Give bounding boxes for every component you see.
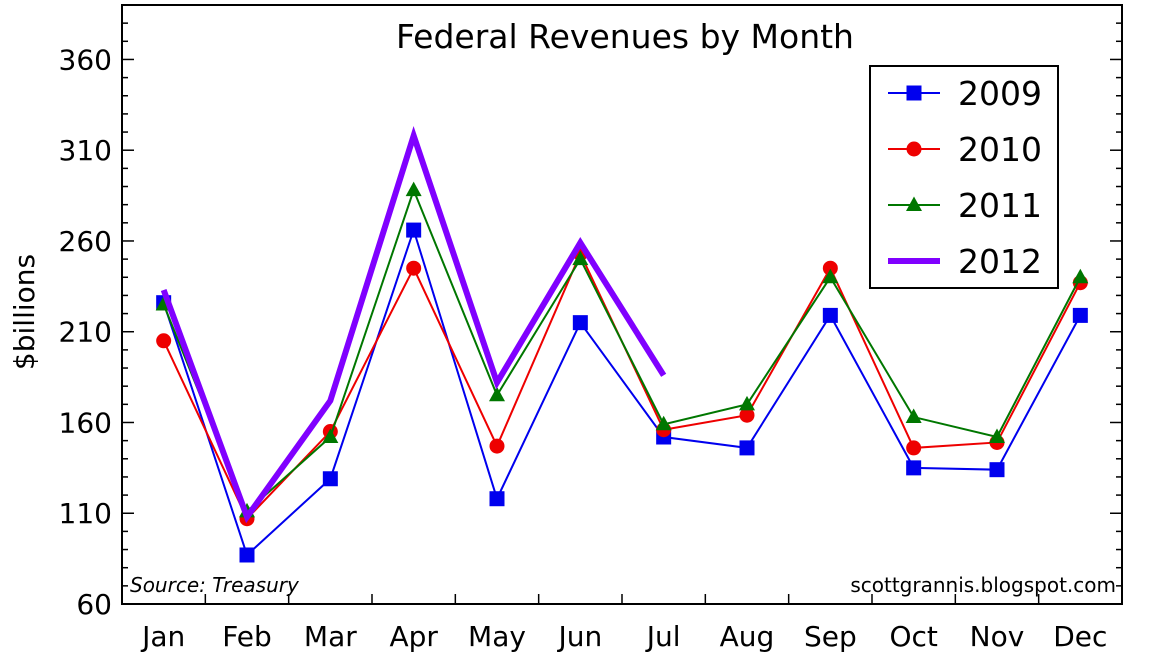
data-point-2009: [989, 462, 1005, 478]
data-point-2010: [906, 440, 922, 456]
legend-swatch-marker: [906, 141, 922, 157]
data-point-2011: [822, 268, 839, 284]
y-tick-label: 360: [59, 43, 112, 76]
x-tick-label: Apr: [389, 620, 438, 653]
data-point-2011: [739, 395, 755, 411]
data-point-2009: [239, 547, 255, 563]
x-tick-label: Sep: [804, 620, 857, 653]
data-point-2009: [822, 307, 838, 323]
y-tick-label: 160: [59, 406, 112, 439]
x-tick-label: Feb: [222, 620, 272, 653]
legend: 2009 2010 2011 2012: [869, 65, 1059, 289]
data-point-2011: [322, 428, 339, 444]
y-tick-label: 310: [59, 134, 112, 167]
x-tick-label: Aug: [720, 620, 775, 653]
x-tick-label: Jul: [645, 620, 681, 653]
data-point-2011: [1072, 268, 1089, 284]
data-point-2009: [572, 315, 588, 331]
legend-label: 2009: [958, 74, 1042, 113]
series-line-2011: [162, 187, 1082, 514]
data-point-2009: [1072, 307, 1088, 323]
series-line-2012: [160, 126, 667, 524]
credit-annotation: scottgrannis.blogspot.com: [850, 573, 1116, 597]
series-layer: [155, 126, 1089, 563]
legend-item-2009: 2009: [888, 74, 1042, 113]
data-point-2011: [489, 386, 505, 402]
x-tick-label: Mar: [304, 620, 357, 653]
legend-label: 2011: [958, 186, 1042, 225]
legend-swatch-marker: [906, 196, 922, 211]
series-line-2010: [162, 251, 1082, 521]
x-tick-label: Jan: [140, 620, 185, 653]
data-point-2010: [406, 260, 422, 276]
x-axis: Jan Feb Mar Apr May Jun Jul Aug Sep Oct Nov Dec: [121, 594, 1123, 653]
y-axis: 60 110 160 210 260 310 360: [59, 4, 1122, 621]
legend-item-2010: 2010: [888, 130, 1042, 169]
series-line-2009: [162, 226, 1082, 557]
y-axis-title: $billions: [8, 254, 41, 370]
y-tick-label: 110: [59, 497, 112, 530]
data-point-2009: [739, 440, 755, 456]
data-point-2011: [989, 428, 1005, 444]
data-point-2010: [822, 260, 838, 276]
data-point-2011: [405, 181, 422, 197]
legend-item-2011: 2011: [888, 186, 1042, 225]
y-tick-label: 260: [59, 225, 112, 258]
series-2012: [160, 126, 667, 524]
y-tick-label: 60: [76, 588, 112, 621]
data-point-2011: [905, 408, 922, 424]
data-point-2010: [739, 407, 755, 423]
x-tick-label: Jun: [556, 620, 602, 653]
legend-label: 2010: [958, 130, 1042, 169]
data-point-2010: [156, 333, 172, 349]
x-tick-label: Nov: [970, 620, 1025, 653]
data-point-2009: [406, 222, 422, 238]
chart-title: Federal Revenues by Month: [396, 17, 854, 56]
x-tick-label: Dec: [1053, 620, 1107, 653]
data-point-2011: [655, 415, 672, 431]
data-point-2009: [906, 460, 922, 476]
data-point-2011: [572, 250, 589, 266]
series-2009: [156, 222, 1088, 563]
source-annotation: Source: Treasury: [130, 573, 300, 597]
legend-item-2012: 2012: [888, 242, 1042, 281]
x-tick-label: Oct: [889, 620, 937, 653]
legend-label: 2012: [958, 242, 1042, 281]
legend-box: [869, 65, 1059, 289]
data-point-2009: [489, 491, 505, 507]
x-tick-label: May: [468, 620, 526, 653]
legend-swatch-marker: [906, 85, 922, 101]
data-point-2010: [489, 438, 505, 454]
data-point-2009: [322, 471, 338, 487]
y-tick-label: 210: [59, 316, 112, 349]
